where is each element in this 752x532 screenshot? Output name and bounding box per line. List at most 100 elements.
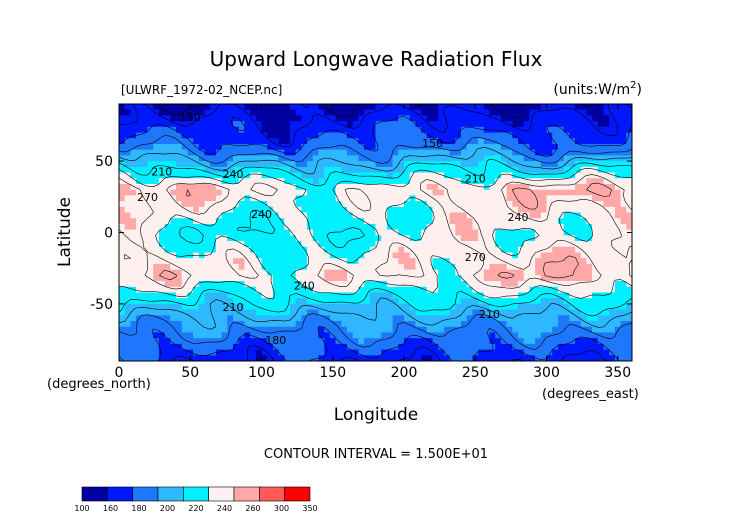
heat-cell <box>141 292 148 299</box>
heat-cell <box>204 343 211 350</box>
heat-cell <box>261 303 268 310</box>
heat-cell <box>329 132 336 139</box>
heat-cell <box>324 263 331 271</box>
heat-cell <box>278 298 285 305</box>
heat-cell <box>312 223 319 231</box>
heat-cell <box>181 338 188 345</box>
heat-cell <box>421 241 428 248</box>
heat-cell <box>221 252 228 259</box>
heat-cell <box>449 269 456 276</box>
heat-cell <box>381 172 388 179</box>
heat-cell <box>369 252 376 259</box>
heat-cell <box>575 201 582 208</box>
heat-cell <box>278 309 285 316</box>
heat-cell <box>506 303 513 310</box>
heat-cell <box>609 292 616 299</box>
heat-cell <box>312 275 319 282</box>
heat-cell <box>540 286 547 293</box>
heat-cell <box>626 161 632 168</box>
heat-cell <box>426 292 433 299</box>
heat-cell <box>626 309 632 316</box>
heat-cell <box>386 269 393 276</box>
heat-cell <box>119 223 126 231</box>
heat-cell <box>375 201 382 208</box>
heat-cell <box>569 229 576 236</box>
heat-cell <box>518 338 525 345</box>
heat-cell <box>290 326 297 333</box>
heat-cell <box>472 338 479 345</box>
heat-cell <box>238 104 245 111</box>
heat-cell <box>187 121 194 128</box>
heat-cell <box>466 275 473 282</box>
heat-cell <box>284 343 291 350</box>
heat-cell <box>569 269 576 276</box>
heat-cell <box>386 121 393 128</box>
heat-cell <box>523 349 530 356</box>
chart-title: Upward Longwave Radiation Flux <box>210 47 543 71</box>
heat-cell <box>267 326 274 333</box>
heat-cell <box>204 258 211 265</box>
heat-cell <box>187 178 194 185</box>
heat-cell <box>586 252 593 259</box>
heat-cell <box>586 338 593 345</box>
heat-cell <box>415 138 422 145</box>
heat-cell <box>221 172 228 179</box>
heat-cell <box>187 298 194 305</box>
heat-cell <box>575 246 582 253</box>
heat-cell <box>204 332 211 339</box>
heat-cell <box>426 258 433 265</box>
heat-cell <box>426 298 433 305</box>
heat-cell <box>261 195 268 202</box>
heat-cell <box>284 218 291 225</box>
heat-cell <box>335 235 342 242</box>
heat-cell <box>586 183 593 191</box>
heat-cell <box>500 246 507 253</box>
heat-cell <box>523 235 530 242</box>
heat-cell <box>176 121 183 128</box>
heat-cell <box>404 275 411 282</box>
heat-cell <box>198 338 205 345</box>
heat-cell <box>187 332 194 339</box>
heat-cell <box>267 229 274 236</box>
heat-cell <box>609 189 616 196</box>
heat-cell <box>164 315 171 322</box>
heat-cell <box>119 252 126 259</box>
heat-cell <box>489 143 496 151</box>
heat-cell <box>250 104 257 111</box>
heat-cell <box>449 241 456 248</box>
heat-cell <box>147 292 154 299</box>
heat-cell <box>535 195 542 202</box>
heat-cell <box>153 281 160 288</box>
heat-cell <box>449 332 456 339</box>
heat-cell <box>580 115 587 122</box>
heat-cell <box>603 263 610 271</box>
heat-cell <box>284 132 291 139</box>
heat-cell <box>147 195 154 202</box>
heat-cell <box>398 138 405 145</box>
heat-cell <box>375 326 382 333</box>
heat-cell <box>318 138 325 145</box>
heat-cell <box>347 309 354 316</box>
heat-cell <box>347 223 354 231</box>
heat-cell <box>278 229 285 236</box>
heat-cell <box>284 326 291 333</box>
heat-cell <box>364 161 371 168</box>
heat-cell <box>312 292 319 299</box>
heat-cell <box>620 166 627 173</box>
heat-cell <box>210 269 217 276</box>
heat-cell <box>398 332 405 339</box>
heat-cell <box>575 178 582 185</box>
heat-cell <box>272 269 279 276</box>
heat-cell <box>130 149 137 156</box>
heat-cell <box>575 132 582 139</box>
heat-cell <box>278 275 285 282</box>
heat-cell <box>318 309 325 316</box>
heat-cell <box>603 115 610 122</box>
heat-cell <box>335 138 342 145</box>
heat-cell <box>518 235 525 242</box>
heat-cell <box>609 303 616 310</box>
heat-cell <box>529 195 536 202</box>
heat-cell <box>244 121 251 128</box>
heat-cell <box>609 326 616 333</box>
heat-cell <box>221 235 228 242</box>
